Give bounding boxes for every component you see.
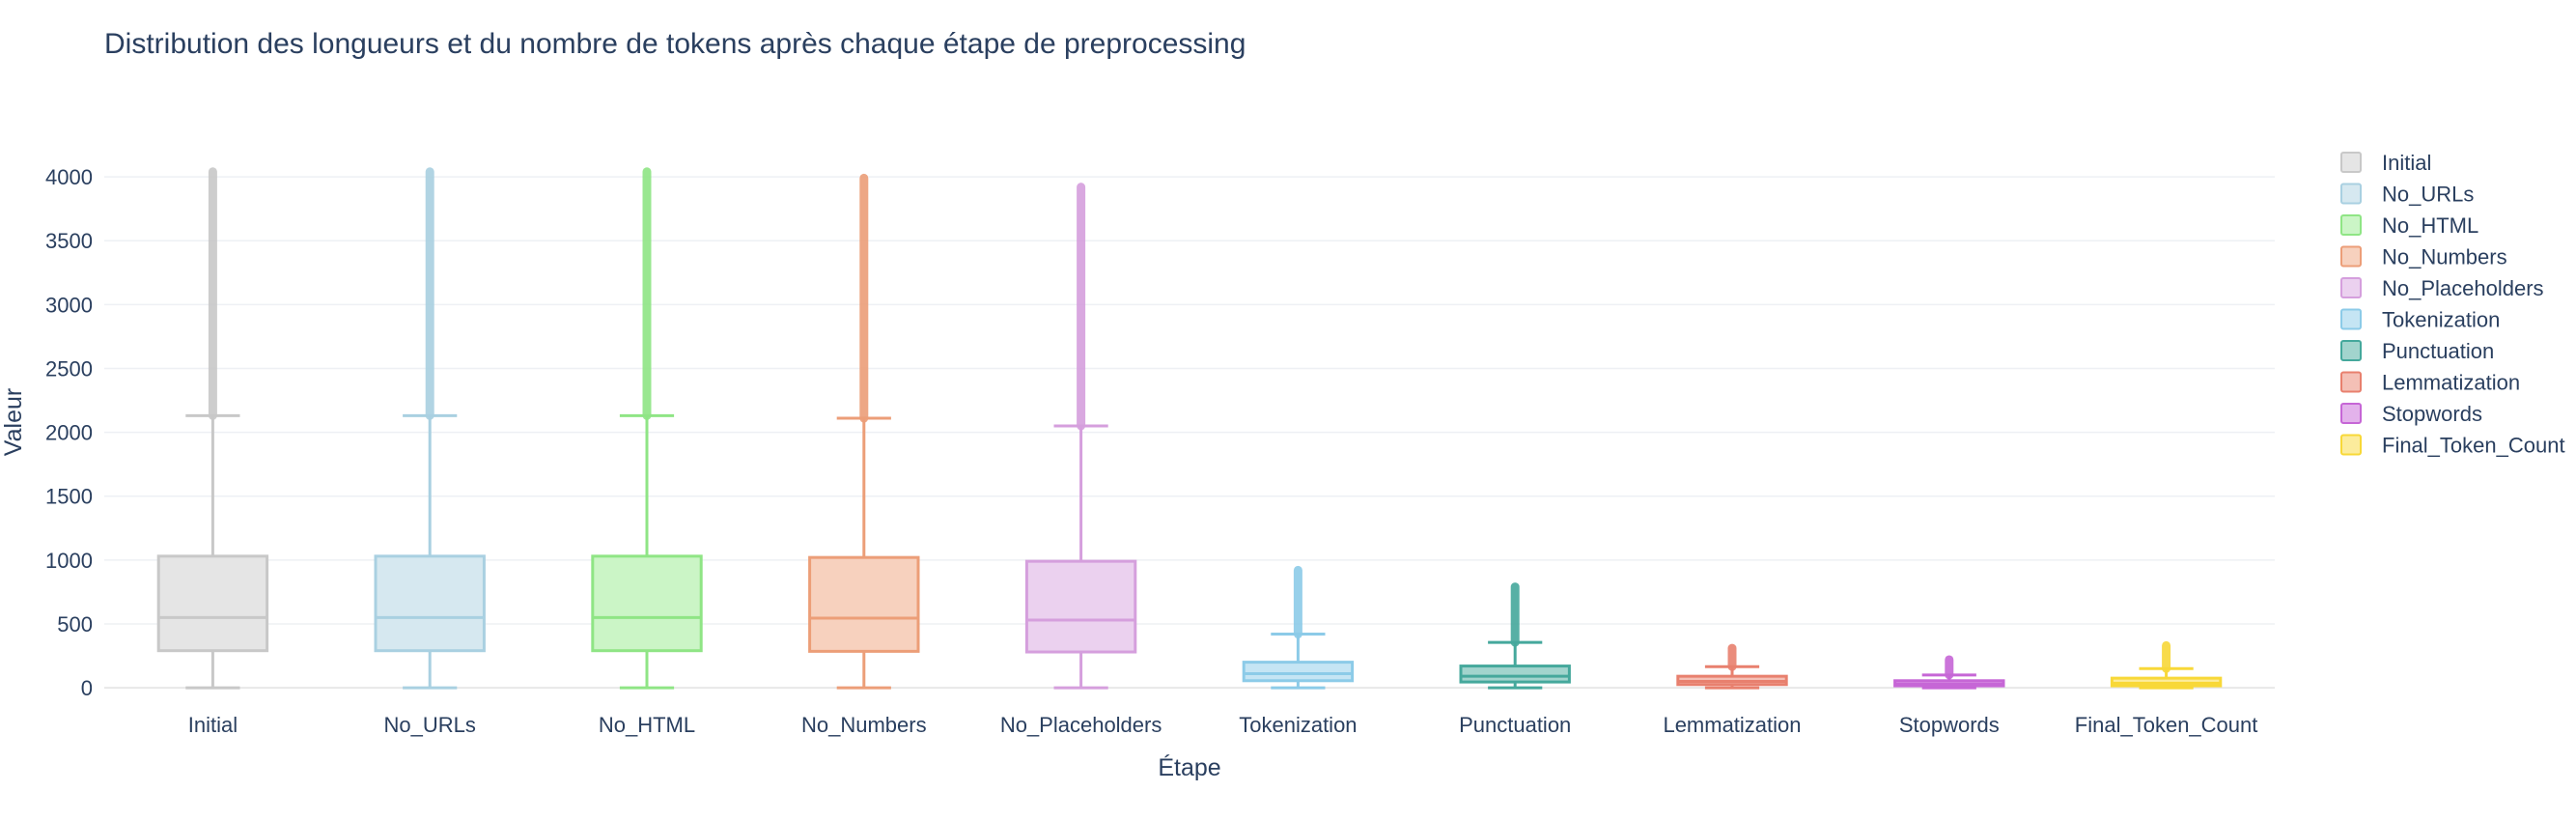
x-axis-label: Étape — [1158, 753, 1220, 781]
legend-label: No_Placeholders — [2382, 276, 2544, 300]
box-stopwords[interactable] — [1893, 655, 2005, 690]
legend-label: Initial — [2382, 151, 2431, 175]
y-tick-label: 4000 — [45, 165, 93, 189]
x-axis-ticks: Initial No_URLs No_HTML No_Numbers No_Placeh… — [188, 713, 2258, 737]
legend-item[interactable]: Punctuation — [2340, 339, 2494, 363]
iqr-box — [1024, 559, 1137, 654]
y-tick-label: 1500 — [45, 485, 93, 509]
chart-title: Distribution des longueurs et du nombre … — [104, 28, 1246, 60]
legend-swatch — [2340, 277, 2362, 298]
box-no-urls[interactable] — [374, 167, 486, 690]
x-tick-label: Punctuation — [1459, 713, 1571, 737]
legend-swatch — [2340, 340, 2362, 361]
y-tick-label: 500 — [57, 612, 93, 636]
box-no-placeholders[interactable] — [1024, 183, 1137, 690]
box-punctuation[interactable] — [1459, 582, 1571, 690]
x-tick-label: Stopwords — [1899, 713, 2000, 737]
legend-swatch — [2340, 434, 2362, 456]
y-tick-label: 2500 — [45, 356, 93, 381]
box-final-token-count[interactable] — [2110, 640, 2223, 690]
x-tick-label: Initial — [188, 713, 238, 737]
legend[interactable]: Initial No_URLs No_HTML No_Numbers No_Placeh… — [2340, 151, 2565, 458]
box-no-html[interactable] — [591, 167, 703, 690]
legend-item[interactable]: Tokenization — [2340, 308, 2500, 332]
legend-label: No_URLs — [2382, 183, 2474, 207]
legend-swatch — [2340, 371, 2362, 393]
box-no-numbers[interactable] — [808, 173, 920, 690]
box-tokenization[interactable] — [1242, 565, 1355, 690]
legend-swatch — [2340, 152, 2362, 173]
legend-item[interactable]: No_HTML — [2340, 213, 2478, 238]
y-tick-label: 0 — [81, 676, 93, 700]
legend-label: Lemmatization — [2382, 371, 2520, 395]
legend-label: Tokenization — [2382, 308, 2500, 332]
x-tick-label: Tokenization — [1239, 713, 1357, 737]
legend-label: Stopwords — [2382, 402, 2482, 426]
y-axis-label: Valeur — [0, 388, 27, 456]
x-tick-label: No_HTML — [599, 713, 695, 737]
iqr-box — [1242, 661, 1355, 683]
y-tick-label: 3000 — [45, 293, 93, 317]
y-tick-label: 2000 — [45, 421, 93, 445]
legend-item[interactable]: Lemmatization — [2340, 371, 2520, 395]
y-axis-ticks: 0 500 1000 1500 2000 2500 3000 3500 4000 — [45, 165, 93, 700]
box-plots — [156, 167, 2223, 690]
legend-item[interactable]: Initial — [2340, 151, 2431, 175]
x-tick-label: No_URLs — [384, 713, 476, 737]
iqr-box — [808, 555, 920, 653]
legend-label: Final_Token_Count — [2382, 434, 2565, 458]
iqr-box — [156, 554, 269, 653]
iqr-box — [591, 554, 703, 653]
legend-label: No_HTML — [2382, 213, 2478, 238]
legend-label: No_Numbers — [2382, 245, 2507, 269]
iqr-box — [1459, 664, 1571, 684]
x-tick-label: Lemmatization — [1663, 713, 1801, 737]
box-lemmatization[interactable] — [1676, 643, 1788, 690]
legend-item[interactable]: No_URLs — [2340, 183, 2474, 207]
legend-item[interactable]: Final_Token_Count — [2340, 434, 2565, 458]
iqr-box — [374, 554, 486, 653]
box-initial[interactable] — [156, 167, 269, 690]
legend-label: Punctuation — [2382, 339, 2494, 363]
y-tick-label: 1000 — [45, 549, 93, 573]
legend-swatch — [2340, 183, 2362, 205]
legend-item[interactable]: Stopwords — [2340, 402, 2482, 426]
legend-swatch — [2340, 245, 2362, 268]
legend-item[interactable]: No_Placeholders — [2340, 276, 2544, 300]
x-tick-label: Final_Token_Count — [2075, 713, 2258, 737]
x-tick-label: No_Placeholders — [1000, 713, 1162, 737]
legend-swatch — [2340, 403, 2362, 424]
x-tick-label: No_Numbers — [801, 713, 927, 737]
legend-item[interactable]: No_Numbers — [2340, 245, 2507, 269]
y-tick-label: 3500 — [45, 229, 93, 253]
legend-swatch — [2340, 308, 2362, 330]
legend-swatch — [2340, 214, 2362, 236]
